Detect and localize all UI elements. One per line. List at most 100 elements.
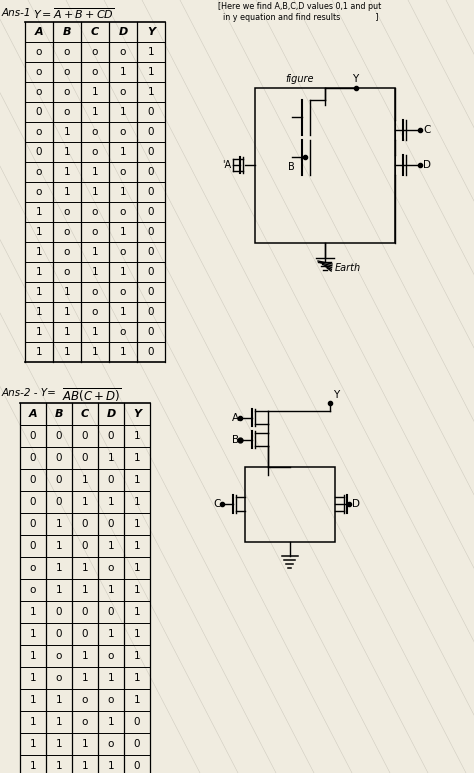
Text: 1: 1	[108, 541, 114, 551]
Text: 0: 0	[30, 519, 36, 529]
Text: A: A	[29, 409, 37, 419]
Text: Y: Y	[333, 390, 339, 400]
Text: 0: 0	[148, 107, 154, 117]
Text: C: C	[91, 27, 99, 37]
Text: 0: 0	[82, 431, 88, 441]
Text: C: C	[81, 409, 89, 419]
Text: o: o	[82, 717, 88, 727]
Text: 1: 1	[120, 67, 126, 77]
Text: o: o	[108, 695, 114, 705]
Text: Y: Y	[133, 409, 141, 419]
Text: 0: 0	[56, 475, 62, 485]
Text: 0: 0	[82, 541, 88, 551]
Text: A: A	[35, 27, 43, 37]
Text: 0: 0	[148, 227, 154, 237]
Text: in y equation and find results              ]: in y equation and find results ]	[218, 13, 379, 22]
Text: 1: 1	[134, 651, 140, 661]
Text: 1: 1	[108, 717, 114, 727]
Text: 1: 1	[108, 629, 114, 639]
Text: 1: 1	[91, 167, 98, 177]
Text: 1: 1	[82, 475, 88, 485]
Text: 1: 1	[36, 267, 42, 277]
Text: 0: 0	[36, 107, 42, 117]
Text: 1: 1	[64, 347, 70, 357]
Text: 'A: 'A	[222, 160, 231, 170]
Text: o: o	[36, 127, 42, 137]
Text: B: B	[63, 27, 71, 37]
Text: 1: 1	[30, 607, 36, 617]
Text: 1: 1	[108, 497, 114, 507]
Text: 1: 1	[55, 563, 62, 573]
Text: 0: 0	[148, 167, 154, 177]
Text: Ans-2 - Y=: Ans-2 - Y=	[2, 388, 57, 398]
Text: 1: 1	[120, 147, 126, 157]
Text: 1: 1	[30, 695, 36, 705]
Text: o: o	[30, 585, 36, 595]
Text: 1: 1	[36, 287, 42, 297]
Text: o: o	[56, 673, 62, 683]
Text: D: D	[423, 160, 431, 170]
Text: 0: 0	[56, 453, 62, 463]
Text: o: o	[92, 307, 98, 317]
Text: 1: 1	[148, 87, 155, 97]
Text: 1: 1	[55, 695, 62, 705]
Text: 1: 1	[108, 585, 114, 595]
Text: 1: 1	[30, 651, 36, 661]
Text: 1: 1	[120, 187, 126, 197]
Text: o: o	[36, 47, 42, 57]
Text: 1: 1	[91, 107, 98, 117]
Text: 1: 1	[134, 563, 140, 573]
Text: 1: 1	[108, 453, 114, 463]
Text: o: o	[64, 107, 70, 117]
Text: 0: 0	[108, 519, 114, 529]
Text: Y: Y	[352, 74, 358, 84]
Text: B: B	[288, 162, 295, 172]
Text: 1: 1	[64, 127, 70, 137]
Text: 0: 0	[30, 497, 36, 507]
Text: 1: 1	[55, 761, 62, 771]
Text: 1: 1	[120, 347, 126, 357]
Text: 0: 0	[30, 453, 36, 463]
Text: o: o	[36, 87, 42, 97]
Text: o: o	[92, 207, 98, 217]
Text: 0: 0	[148, 347, 154, 357]
Text: 0: 0	[134, 761, 140, 771]
Text: 1: 1	[82, 761, 88, 771]
Text: o: o	[64, 87, 70, 97]
Text: 1: 1	[134, 497, 140, 507]
Text: D: D	[352, 499, 360, 509]
Text: o: o	[64, 47, 70, 57]
Text: 1: 1	[134, 629, 140, 639]
Text: 1: 1	[82, 497, 88, 507]
Text: 1: 1	[55, 717, 62, 727]
Text: 1: 1	[91, 87, 98, 97]
Text: 1: 1	[134, 519, 140, 529]
Text: o: o	[82, 695, 88, 705]
Text: o: o	[92, 147, 98, 157]
Text: 0: 0	[56, 629, 62, 639]
Text: 1: 1	[134, 431, 140, 441]
Text: [Here we find A,B,C,D values 0,1 and put: [Here we find A,B,C,D values 0,1 and put	[218, 2, 381, 11]
Text: D: D	[118, 27, 128, 37]
Text: 1: 1	[64, 307, 70, 317]
Text: figure: figure	[285, 74, 313, 84]
Text: 1: 1	[30, 761, 36, 771]
Text: 1: 1	[134, 585, 140, 595]
Text: 1: 1	[134, 453, 140, 463]
Text: 0: 0	[134, 717, 140, 727]
Text: 0: 0	[134, 739, 140, 749]
Text: 1: 1	[91, 347, 98, 357]
Text: 1: 1	[55, 541, 62, 551]
Text: 1: 1	[91, 327, 98, 337]
Text: 1: 1	[134, 541, 140, 551]
Text: 1: 1	[82, 673, 88, 683]
Text: o: o	[36, 67, 42, 77]
Text: 0: 0	[148, 247, 154, 257]
Text: Y: Y	[147, 27, 155, 37]
Text: 0: 0	[30, 541, 36, 551]
Text: 1: 1	[108, 761, 114, 771]
Text: 1: 1	[36, 307, 42, 317]
Text: 1: 1	[134, 607, 140, 617]
Text: 1: 1	[82, 585, 88, 595]
Text: D: D	[106, 409, 116, 419]
